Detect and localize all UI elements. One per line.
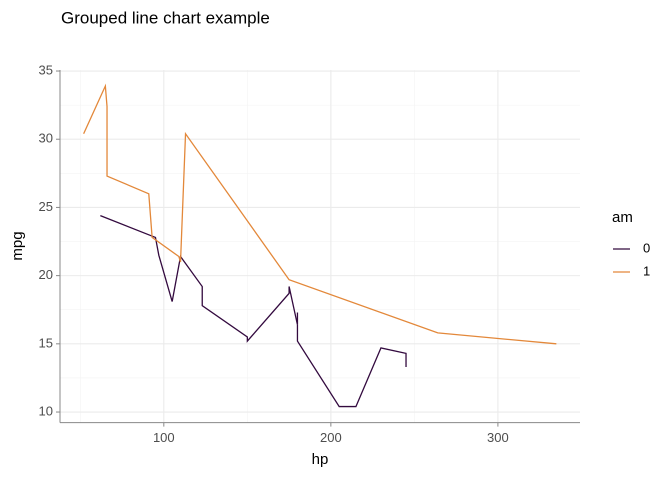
y-tick-label: 10: [39, 403, 53, 418]
series-line: [100, 215, 407, 408]
plot-area: [83, 83, 557, 408]
legend-label: 1: [643, 263, 650, 278]
grid: [60, 70, 580, 423]
y-tick-label: 25: [39, 199, 53, 214]
chart-title: Grouped line chart example: [61, 8, 270, 27]
x-tick-label: 200: [320, 430, 342, 445]
series-line: [83, 83, 557, 345]
y-tick-label: 35: [39, 62, 53, 77]
y-tick-label: 30: [39, 131, 53, 146]
x-axis-label: hp: [312, 451, 329, 468]
y-tick-label: 15: [39, 335, 53, 350]
legend-title: am: [612, 209, 633, 226]
x-tick-label: 300: [487, 430, 509, 445]
y-tick-label: 20: [39, 267, 53, 282]
y-axis-label: mpg: [9, 231, 26, 260]
x-tick-label: 100: [153, 430, 175, 445]
legend-label: 0: [643, 240, 650, 255]
